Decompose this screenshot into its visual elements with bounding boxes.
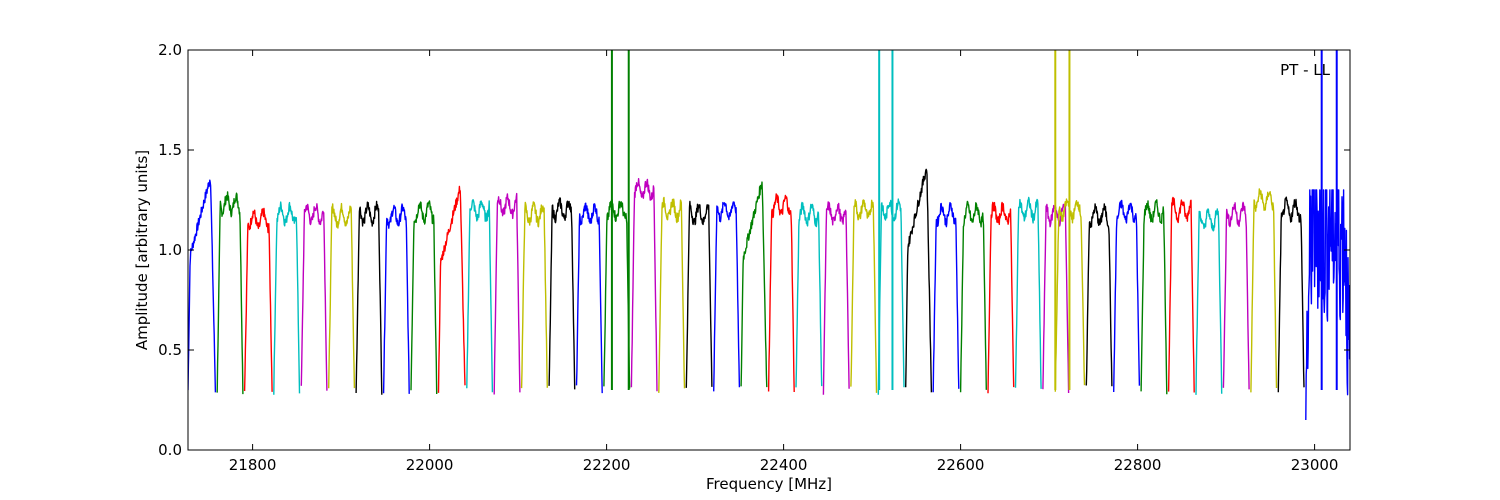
series-line	[987, 201, 1015, 394]
y-tick-label: 0.0	[158, 441, 182, 459]
series-line	[273, 201, 301, 395]
series-group	[188, 50, 1350, 421]
series-line	[188, 179, 217, 393]
series-line	[740, 181, 768, 388]
series-line	[1140, 199, 1168, 395]
series-line	[603, 198, 631, 389]
series-line	[437, 185, 466, 393]
y-axis: 0.0 0.5 1.0 1.5 2.0	[158, 41, 1350, 459]
series-line	[575, 202, 603, 394]
series-line	[300, 203, 328, 391]
x-tick-label: 22200	[583, 456, 631, 474]
y-tick-label: 1.5	[158, 141, 182, 159]
series-line	[243, 207, 273, 392]
x-tick-label: 23000	[1291, 456, 1339, 474]
series-line	[466, 199, 494, 393]
series-line	[520, 201, 548, 389]
x-tick-label: 22600	[937, 456, 985, 474]
series-line	[767, 193, 795, 393]
series-line	[1222, 201, 1250, 390]
series-line	[1085, 203, 1113, 387]
series-line	[1014, 196, 1042, 389]
series-line	[932, 201, 960, 393]
series-line	[1167, 196, 1195, 393]
series-line	[216, 191, 244, 395]
series-line	[850, 199, 878, 393]
series-line	[1277, 196, 1305, 393]
series-line	[877, 198, 905, 395]
x-tick-label: 22800	[1114, 456, 1162, 474]
y-tick-label: 1.0	[158, 241, 182, 259]
series-line	[382, 203, 410, 394]
y-axis-title: Amplitude [arbitrary units]	[133, 150, 151, 350]
series-line	[328, 202, 356, 389]
series-line	[493, 192, 521, 395]
series-line	[355, 200, 383, 395]
series-line	[685, 200, 713, 388]
x-tick-label: 21800	[229, 456, 277, 474]
series-line	[1305, 189, 1350, 421]
series-line	[795, 201, 823, 388]
series-line	[822, 201, 850, 395]
series-line	[713, 201, 741, 392]
x-tick-label: 22400	[760, 456, 808, 474]
series-line	[959, 200, 987, 393]
series-line	[548, 197, 576, 390]
y-tick-label: 0.5	[158, 341, 182, 359]
series-line	[630, 177, 658, 392]
series-line	[905, 168, 933, 393]
series-line	[1195, 208, 1223, 395]
x-axis: 21800 22000 22200 22400 22600 22800 23000	[229, 50, 1339, 474]
y-tick-label: 2.0	[158, 41, 182, 59]
series-line	[1113, 199, 1141, 393]
x-tick-label: 22000	[406, 456, 454, 474]
series-line	[658, 196, 686, 393]
annotation-label: PT - LL	[1280, 61, 1331, 79]
series-line	[410, 200, 438, 395]
series-line	[1250, 188, 1278, 393]
x-axis-title: Frequency [MHz]	[706, 475, 832, 493]
